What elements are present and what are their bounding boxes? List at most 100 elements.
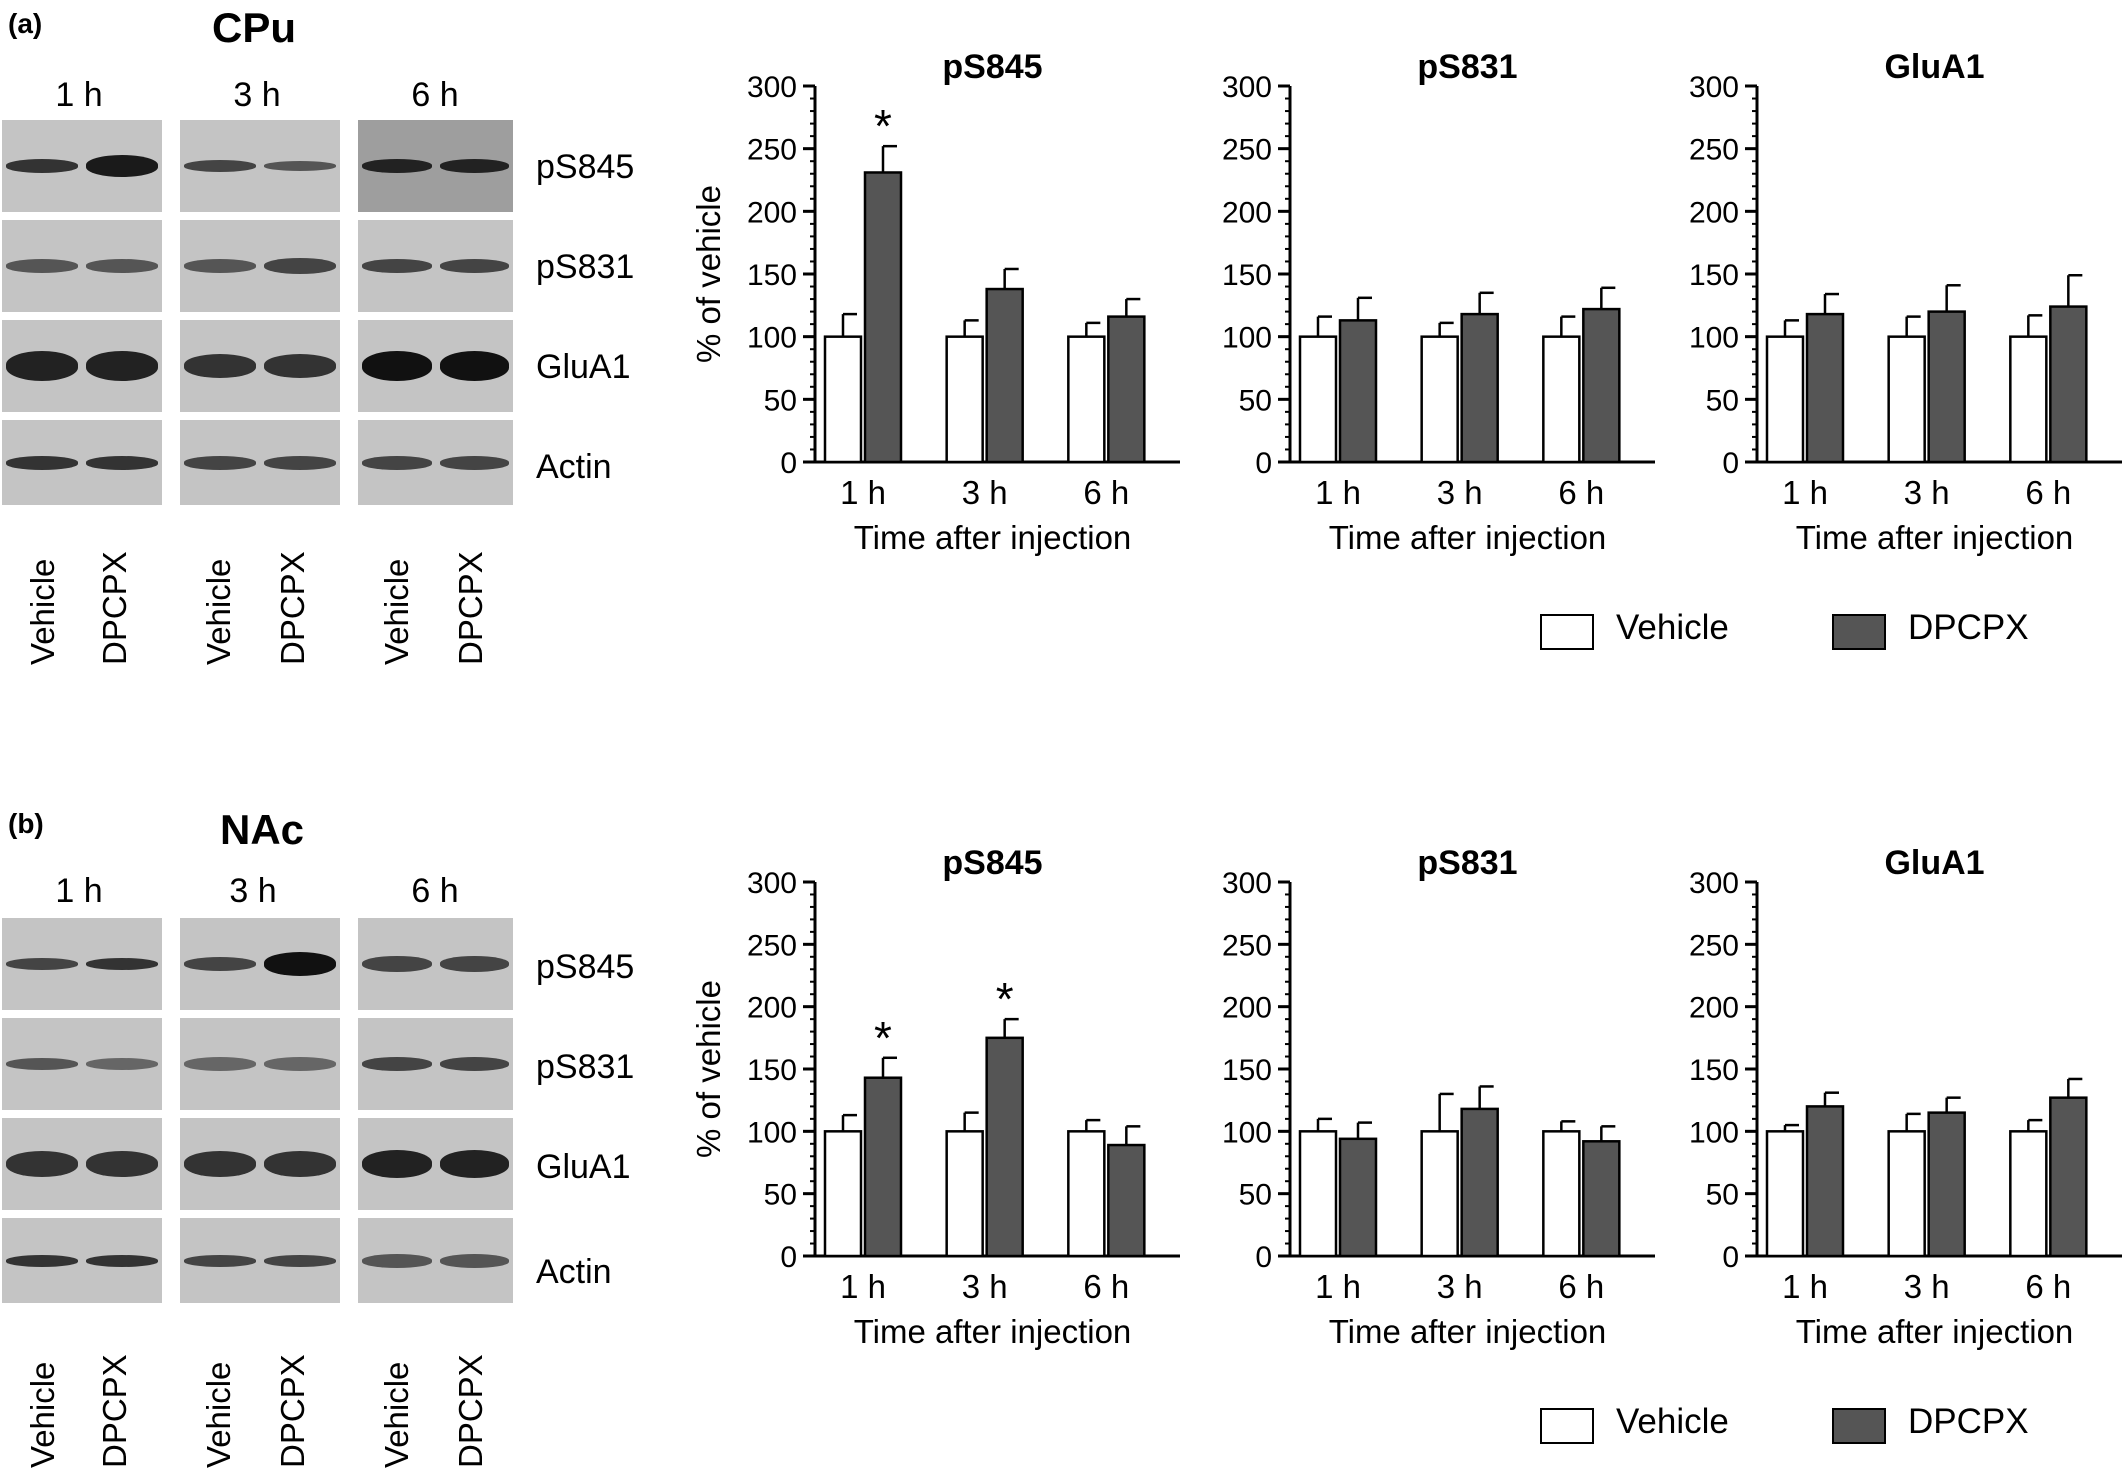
- legend-swatch-dpcpx-a: [1832, 614, 1886, 650]
- y-axis-label: % of vehicle: [690, 185, 727, 363]
- bar-dpcpx-6h: [1107, 315, 1146, 464]
- y-tick-label: 200: [1689, 992, 1739, 1025]
- blot-row-3-group-2: [180, 1118, 340, 1210]
- y-tick-label: 100: [747, 322, 797, 355]
- bar-dpcpx-6h: [2049, 305, 2088, 464]
- protein-band: [439, 1150, 509, 1178]
- blot-row-1-group-2: [180, 918, 340, 1010]
- bar-vehicle-1h: [1765, 335, 1805, 464]
- y-tick-label: 0: [1255, 1241, 1272, 1274]
- y-tick-label: 250: [1689, 929, 1739, 962]
- blot-row-1-group-3: [358, 918, 513, 1010]
- blot-time-b-1: 1 h: [55, 872, 103, 910]
- bar-vehicle-6h: [1542, 335, 1581, 464]
- bar-dpcpx-1h: [1338, 1137, 1378, 1258]
- legend-label-dpcpx-a: DPCPX: [1908, 608, 2029, 647]
- protein-band: [184, 1057, 256, 1071]
- y-tick-label: 100: [1222, 322, 1272, 355]
- y-axis-label: % of vehicle: [690, 980, 727, 1158]
- legend-label-vehicle-a: Vehicle: [1616, 608, 1729, 647]
- x-axis-label: Time after injection: [1329, 519, 1607, 556]
- x-axis-label: Time after injection: [1329, 1313, 1607, 1350]
- protein-label-pS831-b: pS831: [536, 1048, 635, 1086]
- significance-marker: *: [874, 100, 892, 152]
- x-tick-label: 3 h: [1904, 474, 1950, 511]
- bar-vehicle-1h: [1298, 1130, 1338, 1258]
- protein-label-pS845-b: pS845: [536, 948, 635, 986]
- x-tick-label: 3 h: [1904, 1268, 1950, 1305]
- protein-band: [6, 455, 78, 470]
- legend-swatch-vehicle-b: [1540, 1408, 1594, 1444]
- protein-band: [6, 1254, 78, 1267]
- bar-vehicle-3h: [945, 1130, 984, 1258]
- blot-row-2-group-2: [180, 1018, 340, 1110]
- bar-dpcpx-6h: [2049, 1096, 2088, 1258]
- protein-band: [264, 1057, 336, 1071]
- protein-band: [86, 1151, 158, 1177]
- y-tick-label: 50: [1706, 1179, 1739, 1212]
- protein-band: [362, 159, 432, 173]
- y-tick-label: 250: [1222, 929, 1272, 962]
- protein-band: [184, 957, 256, 971]
- x-tick-label: 6 h: [1558, 1268, 1604, 1305]
- blot-row-3-group-3: [358, 320, 513, 412]
- bar-vehicle-3h: [1887, 335, 1926, 464]
- x-axis-label: Time after injection: [1796, 519, 2074, 556]
- y-tick-label: 250: [747, 134, 797, 167]
- x-axis-label: Time after injection: [854, 1313, 1132, 1350]
- x-tick-label: 6 h: [1083, 474, 1129, 511]
- y-tick-label: 0: [1255, 447, 1272, 480]
- protein-band: [439, 159, 509, 173]
- blot-row-4-group-1: [2, 420, 162, 505]
- protein-band: [362, 1057, 432, 1071]
- y-tick-label: 0: [1722, 447, 1739, 480]
- bar-vehicle-1h: [1765, 1130, 1805, 1258]
- y-tick-label: 0: [1722, 1241, 1739, 1274]
- blot-time-b-3: 6 h: [411, 872, 459, 910]
- protein-band: [6, 1151, 78, 1177]
- y-tick-label: 150: [1689, 1054, 1739, 1087]
- chart-title: GluA1: [1884, 844, 1984, 882]
- protein-band: [439, 455, 509, 470]
- bar-dpcpx-1h: [1805, 1105, 1845, 1258]
- protein-band: [362, 1253, 432, 1268]
- chart-title: GluA1: [1884, 48, 1984, 86]
- x-tick-label: 3 h: [1437, 1268, 1483, 1305]
- bar-vehicle-6h: [1067, 1130, 1106, 1258]
- blot-time-a-1: 1 h: [55, 76, 103, 114]
- x-axis-label: Time after injection: [1796, 1313, 2074, 1350]
- legend-swatch-vehicle-a: [1540, 614, 1594, 650]
- protein-band: [362, 956, 432, 972]
- y-tick-label: 100: [747, 1116, 797, 1149]
- bar-dpcpx-1h: [1338, 319, 1378, 464]
- bar-dpcpx-6h: [1582, 1140, 1621, 1258]
- y-tick-label: 150: [747, 1054, 797, 1087]
- blot-row-1-group-1: [2, 918, 162, 1010]
- protein-band: [362, 455, 432, 470]
- x-tick-label: 1 h: [840, 1268, 886, 1305]
- y-tick-label: 50: [764, 1179, 797, 1212]
- protein-label-pS831-a: pS831: [536, 248, 635, 286]
- panel-letter-b: (b): [8, 808, 44, 839]
- y-tick-label: 50: [1239, 1179, 1272, 1212]
- region-title-a: CPu: [212, 4, 296, 51]
- y-tick-label: 200: [747, 992, 797, 1025]
- x-tick-label: 1 h: [1782, 1268, 1828, 1305]
- bar-vehicle-6h: [1542, 1130, 1581, 1258]
- protein-band: [86, 351, 158, 381]
- protein-band: [6, 259, 78, 273]
- blot-row-4-group-2: [180, 1218, 340, 1303]
- protein-band: [184, 160, 256, 172]
- protein-band: [184, 354, 256, 378]
- y-tick-label: 300: [1689, 71, 1739, 104]
- bar-vehicle-3h: [1887, 1130, 1926, 1258]
- x-tick-label: 6 h: [1558, 474, 1604, 511]
- y-tick-label: 0: [780, 447, 797, 480]
- y-tick-label: 0: [780, 1241, 797, 1274]
- bar-vehicle-3h: [1420, 335, 1459, 464]
- x-tick-label: 3 h: [962, 1268, 1008, 1305]
- protein-label-pS845-a: pS845: [536, 148, 635, 186]
- x-tick-label: 6 h: [1083, 1268, 1129, 1305]
- chart-2: pS831 0 50 100 150 200 250 300 1 h 3 h 6 h Time aft…: [1222, 48, 1655, 556]
